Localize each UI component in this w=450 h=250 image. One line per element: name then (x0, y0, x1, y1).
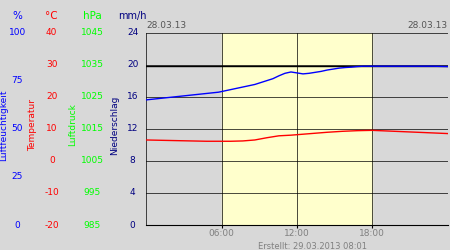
Text: 50: 50 (11, 124, 23, 133)
Text: 10: 10 (46, 124, 58, 133)
Bar (221, 32, 373, 225)
Text: Luftdruck: Luftdruck (68, 104, 77, 146)
Text: 4: 4 (130, 188, 135, 198)
Text: hPa: hPa (83, 11, 102, 21)
Text: 0: 0 (49, 156, 54, 165)
Text: 985: 985 (84, 220, 101, 230)
Text: 30: 30 (46, 60, 58, 69)
Text: 20: 20 (46, 92, 58, 101)
Text: 16: 16 (127, 92, 139, 101)
Text: 1035: 1035 (81, 60, 104, 69)
Text: 28.03.13: 28.03.13 (146, 20, 186, 30)
Text: -10: -10 (45, 188, 59, 198)
Text: 20: 20 (127, 60, 139, 69)
Text: 0: 0 (14, 220, 20, 230)
Text: 995: 995 (84, 188, 101, 198)
Text: 40: 40 (46, 28, 58, 37)
Text: Erstellt: 29.03.2013 08:01: Erstellt: 29.03.2013 08:01 (258, 242, 367, 250)
Text: mm/h: mm/h (118, 11, 147, 21)
Text: °C: °C (45, 11, 58, 21)
Text: 28.03.13: 28.03.13 (408, 20, 448, 30)
Text: 1005: 1005 (81, 156, 104, 165)
Text: Temperatur: Temperatur (28, 99, 37, 151)
Text: 12: 12 (127, 124, 139, 133)
Text: -20: -20 (45, 220, 59, 230)
Text: 8: 8 (130, 156, 135, 165)
Text: 0: 0 (130, 220, 135, 230)
Text: 24: 24 (127, 28, 139, 37)
Text: 25: 25 (11, 172, 23, 182)
Text: %: % (12, 11, 22, 21)
Text: Luftfeuchtigkeit: Luftfeuchtigkeit (0, 89, 8, 161)
Text: 75: 75 (11, 76, 23, 85)
Text: 1045: 1045 (81, 28, 104, 37)
Text: 1025: 1025 (81, 92, 104, 101)
Text: 100: 100 (9, 28, 26, 37)
Text: Niederschlag: Niederschlag (110, 95, 119, 155)
Text: 1015: 1015 (81, 124, 104, 133)
